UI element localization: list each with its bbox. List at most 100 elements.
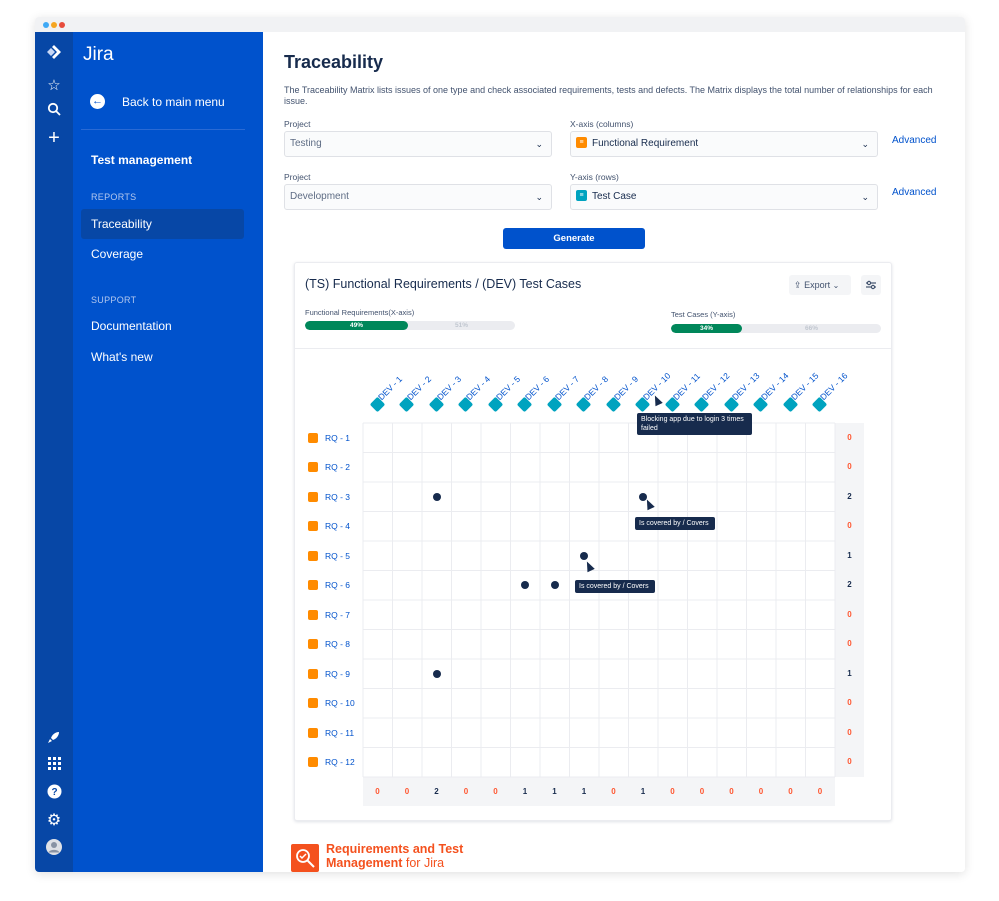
row-header-icon — [308, 698, 318, 709]
project-sidebar: Jira ← Back to main menu Test management… — [73, 32, 263, 872]
arrow-left-icon: ← — [90, 94, 105, 109]
link-dot[interactable] — [550, 581, 559, 590]
sidebar-section-title: Test management — [91, 153, 193, 167]
yaxis-label: Y-axis (rows) — [570, 172, 619, 182]
column-total: 1 — [581, 787, 587, 796]
settings-icon[interactable]: ⚙ — [46, 812, 62, 829]
row-total: 0 — [847, 698, 852, 708]
row-header-label[interactable]: RQ - 5 — [325, 550, 351, 561]
col-totals-bg — [363, 777, 835, 806]
row-header-label[interactable]: RQ - 8 — [325, 639, 351, 650]
sidebar-item-documentation[interactable]: Documentation — [91, 319, 172, 333]
row-header-label[interactable]: RQ - 2 — [325, 462, 351, 473]
project1-value: Testing — [290, 138, 322, 149]
yaxis-select[interactable]: ≡ Test Case ⌄ — [570, 184, 878, 210]
rocket-icon[interactable] — [44, 730, 64, 750]
window-dot-red[interactable] — [59, 22, 65, 28]
column-total: 0 — [404, 787, 410, 796]
app-name: Jira — [83, 44, 114, 65]
plus-icon[interactable]: + — [48, 127, 60, 149]
y-progress-rest: 66% — [804, 325, 818, 332]
avatar-icon[interactable] — [44, 839, 64, 859]
app-logo-icon — [291, 844, 319, 872]
row-total: 0 — [847, 462, 852, 472]
row-header-label[interactable]: RQ - 4 — [325, 521, 351, 532]
project2-label: Project — [284, 172, 311, 182]
link-dot[interactable] — [580, 551, 589, 560]
export-button[interactable]: ⇪ Export ⌄ — [789, 275, 851, 295]
help-icon[interactable]: ? — [44, 784, 64, 804]
xaxis-select[interactable]: ≡ Functional Requirement ⌄ — [570, 131, 878, 157]
row-header-icon — [308, 639, 318, 650]
link-dot[interactable] — [639, 492, 648, 501]
row-total: 1 — [847, 668, 852, 678]
row-totals-bg — [835, 423, 864, 777]
sliders-icon — [866, 280, 876, 290]
link-dot[interactable] — [432, 492, 441, 501]
column-total: 0 — [729, 787, 734, 796]
brand-line2-bold: Management — [326, 856, 403, 870]
brand-line2-rest: for Jira — [402, 856, 445, 870]
matrix-title: (TS) Functional Requirements / (DEV) Tes… — [305, 277, 582, 291]
row-total: 2 — [847, 491, 852, 501]
matrix-settings-button[interactable] — [861, 275, 881, 295]
row-header-label[interactable]: RQ - 7 — [325, 609, 351, 620]
global-nav-rail: ☆ + ? ⚙ — [35, 32, 73, 872]
y-progress-label: Test Cases (Y-axis) — [671, 310, 736, 319]
brand-line1: Requirements and Test — [326, 842, 464, 856]
project2-select[interactable]: Development ⌄ — [284, 184, 552, 210]
row-header-label[interactable]: RQ - 11 — [325, 727, 355, 738]
row-total: 0 — [847, 609, 852, 619]
x-progress-bar: 49% 51% — [305, 321, 515, 330]
jira-logo-icon[interactable] — [44, 44, 64, 64]
column-total: 0 — [758, 787, 764, 796]
row-total: 1 — [847, 550, 852, 560]
xaxis-label: X-axis (columns) — [570, 119, 634, 129]
test-case-icon: ≡ — [576, 189, 587, 201]
link-dot[interactable] — [521, 581, 530, 590]
column-total: 0 — [463, 787, 469, 796]
back-to-main-menu-link[interactable]: ← Back to main menu — [90, 94, 225, 109]
star-icon[interactable]: ☆ — [47, 77, 61, 94]
svg-text:?: ? — [51, 787, 57, 798]
app-window: ☆ + ? ⚙ Jira ← Back to main menu Test ma… — [35, 17, 965, 872]
sidebar-item-coverage[interactable]: Coverage — [91, 247, 144, 261]
row-header-icon — [308, 491, 318, 502]
apps-grid-icon[interactable] — [44, 756, 64, 776]
y-progress-done: 34% — [699, 325, 713, 332]
page-title: Traceability — [284, 52, 384, 72]
search-icon[interactable] — [44, 102, 64, 122]
generate-button[interactable]: Generate — [503, 228, 645, 249]
row-header-icon — [308, 580, 318, 591]
project2-value: Development — [290, 191, 349, 202]
requirement-icon: ≡ — [576, 136, 587, 148]
advanced-link-y[interactable]: Advanced — [892, 187, 937, 198]
column-total: 1 — [640, 787, 646, 796]
row-header-label[interactable]: RQ - 9 — [325, 668, 351, 679]
link-dot[interactable] — [432, 669, 441, 678]
row-total: 2 — [847, 580, 852, 590]
window-dot-yellow[interactable] — [51, 22, 57, 28]
row-header-icon — [308, 757, 318, 768]
column-total: 0 — [493, 787, 498, 796]
row-header-label[interactable]: RQ - 12 — [325, 757, 355, 768]
sidebar-item-whats-new[interactable]: What's new — [91, 350, 153, 364]
row-total: 0 — [847, 639, 852, 649]
window-dot-blue[interactable] — [43, 22, 49, 28]
support-heading: SUPPORT — [91, 295, 137, 305]
chevron-down-icon: ⌄ — [535, 192, 543, 202]
row-header-label[interactable]: RQ - 6 — [325, 580, 351, 591]
matrix-grid: DEV - 1 DEV - 2 DEV - 3 DEV - 4 DEV - 5 DEV -… — [295, 263, 891, 820]
main-content: Traceability The Traceability Matrix lis… — [263, 32, 965, 872]
row-header-label[interactable]: RQ - 1 — [325, 432, 351, 443]
chevron-down-icon: ⌄ — [832, 281, 840, 290]
advanced-link-x[interactable]: Advanced — [892, 135, 937, 146]
x-progress-rest: 51% — [454, 322, 468, 329]
row-header-label[interactable]: RQ - 10 — [325, 698, 355, 709]
column-total: 0 — [611, 787, 616, 796]
row-header-label[interactable]: RQ - 3 — [325, 491, 351, 502]
project1-select[interactable]: Testing ⌄ — [284, 131, 552, 157]
sidebar-item-traceability[interactable]: Traceability — [81, 209, 244, 239]
column-total: 0 — [788, 787, 793, 796]
hover-tooltip: Is covered by / Covers — [575, 580, 655, 593]
